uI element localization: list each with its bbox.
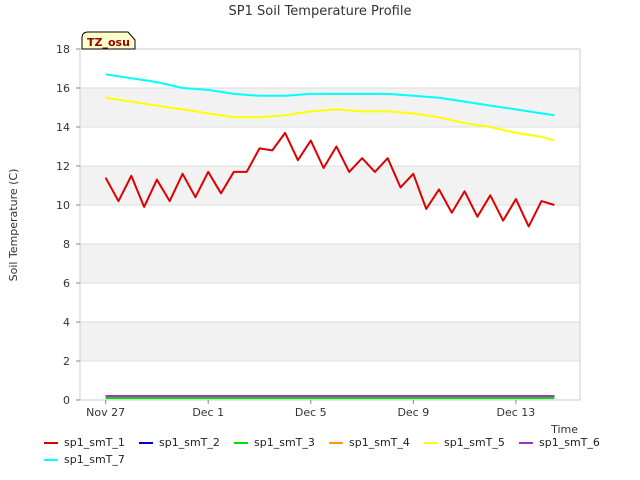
legend-label: sp1_smT_4 [349, 436, 410, 449]
legend-label: sp1_smT_2 [159, 436, 220, 449]
plot-frame [79, 48, 581, 401]
chart-title: SP1 Soil Temperature Profile [229, 4, 412, 19]
legend-swatch [44, 458, 58, 461]
y-tick-label: 18 [56, 43, 70, 56]
y-axis-ticks: 0 2 4 6 8 10 12 14 16 18 [56, 43, 80, 407]
legend-swatch [139, 441, 153, 444]
site-label: TZ_osu [87, 36, 130, 49]
legend-item-sp1_smT_3: sp1_smT_3 [234, 436, 315, 449]
plot-band [80, 322, 580, 361]
legend-swatch [234, 441, 248, 444]
legend-swatch [424, 441, 438, 444]
site-label-badge: TZ_osu [81, 31, 136, 50]
legend-item-sp1_smT_6: sp1_smT_6 [519, 436, 600, 449]
legend-item-sp1_smT_7: sp1_smT_7 [44, 453, 125, 466]
legend-label: sp1_smT_6 [539, 436, 600, 449]
y-tick-label: 14 [56, 121, 70, 134]
x-tick-label: Dec 9 [397, 406, 429, 419]
y-tick-label: 6 [63, 277, 70, 290]
y-tick-label: 2 [63, 355, 70, 368]
legend-item-sp1_smT_4: sp1_smT_4 [329, 436, 410, 449]
series-line-sp1_smT_1 [104, 131, 555, 228]
legend-item-sp1_smT_2: sp1_smT_2 [139, 436, 220, 449]
x-axis-title: Time [550, 423, 578, 436]
legend-swatch [519, 441, 533, 444]
x-axis-ticks: Nov 27 Dec 1 Dec 5 Dec 9 Dec 13 [86, 400, 535, 419]
x-tick-label: Dec 5 [295, 406, 327, 419]
x-tick-label: Dec 1 [192, 406, 224, 419]
y-tick-label: 4 [63, 316, 70, 329]
legend-label: sp1_smT_1 [64, 436, 125, 449]
y-tick-label: 10 [56, 199, 70, 212]
y-tick-label: 8 [63, 238, 70, 251]
plot-band [80, 166, 580, 205]
legend-item-sp1_smT_1: sp1_smT_1 [44, 436, 125, 449]
y-tick-label: 12 [56, 160, 70, 173]
legend-label: sp1_smT_5 [444, 436, 505, 449]
legend-swatch [44, 441, 58, 444]
plot-grid [80, 48, 580, 401]
y-tick-label: 16 [56, 82, 70, 95]
legend-item-sp1_smT_5: sp1_smT_5 [424, 436, 505, 449]
x-tick-label: Dec 13 [497, 406, 536, 419]
legend-swatch [329, 441, 343, 444]
legend-label: sp1_smT_7 [64, 453, 125, 466]
plot-band [80, 244, 580, 283]
x-tick-label: Nov 27 [86, 406, 125, 419]
series-line-sp1_smT_7 [105, 73, 555, 117]
legend-label: sp1_smT_3 [254, 436, 315, 449]
series-line-sp1_smT_5 [105, 96, 555, 142]
plot-bands [80, 88, 580, 361]
y-tick-label: 0 [63, 394, 70, 407]
series-layer [104, 73, 555, 400]
y-axis-title: Soil Temperature (C) [7, 169, 20, 282]
